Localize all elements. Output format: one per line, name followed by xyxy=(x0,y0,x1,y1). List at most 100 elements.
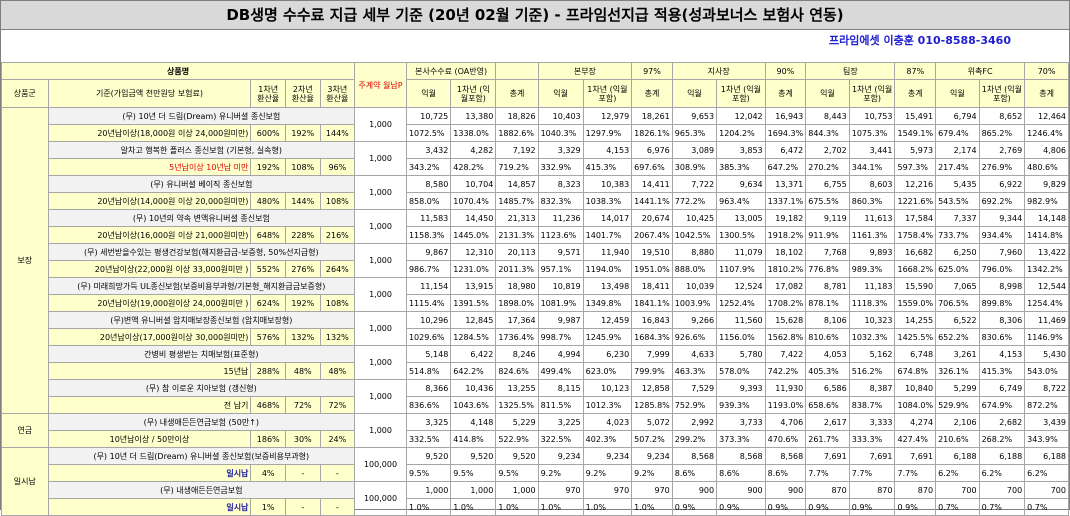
amount-cell: 9,234 xyxy=(537,447,584,465)
header-sub: 익월 xyxy=(805,79,850,108)
percent-cell: 1072.5% xyxy=(405,124,452,142)
percent-cell: 428.2% xyxy=(450,158,497,176)
percent-cell: 8.6% xyxy=(764,464,807,482)
amount-cell: 6,586 xyxy=(805,379,850,397)
percent-cell: 8.6% xyxy=(671,464,718,482)
percent-cell: 1337.1% xyxy=(764,192,807,210)
header-company-pct: 87% xyxy=(894,62,937,80)
product-name: (무) 세번받을수있는 평생건강보험(해지환급금-보증형, 50%선지급형) xyxy=(47,243,356,261)
table-row: (무) 10년의 약속 변액유니버셜 종신보험 1,000 11,583 14,450… xyxy=(2,209,1069,244)
amount-cell: 9,393 xyxy=(716,379,766,397)
header-product: 상품명 xyxy=(0,62,356,80)
table-row: 일시납 1% - -1.0% 1.0% 1.0% 1.0% 1.0% 1.0% 0.9% 0.9% 0… xyxy=(2,498,1069,516)
percent-cell: 7.7% xyxy=(848,464,896,482)
percent-cell: 888.0% xyxy=(671,260,718,278)
percent-cell: 752.9% xyxy=(671,396,718,414)
conversion-rate: 30% xyxy=(284,430,321,448)
percent-cell: 911.9% xyxy=(805,226,850,244)
conversion-rate: 132% xyxy=(284,328,321,346)
amount-cell: 11,154 xyxy=(405,277,452,295)
commission-table: 상품명 주계약 월납P 본사수수료 (OA반영) 본부장 97% 지사장 90% 팀장 87% 위… xyxy=(0,62,1069,516)
conversion-rate: 72% xyxy=(284,396,321,414)
amount-cell: 9,829 xyxy=(1024,175,1069,193)
percent-cell: 6.2% xyxy=(1024,464,1069,482)
percent-cell: 1003.9% xyxy=(671,294,718,312)
percent-cell: 0.7% xyxy=(935,498,980,516)
amount-cell: 11,469 xyxy=(1024,311,1069,329)
percent-cell: 742.2% xyxy=(764,362,807,380)
amount-cell: 870 xyxy=(805,481,850,499)
amount-cell: 8,652 xyxy=(978,107,1026,125)
amount-cell: 1,000 xyxy=(405,481,452,499)
amount-cell: 11,183 xyxy=(848,277,896,295)
group-label: 연금 xyxy=(1,413,49,448)
percent-cell: 1115.4% xyxy=(405,294,452,312)
amount-cell: 9,234 xyxy=(582,447,633,465)
percent-cell: 965.3% xyxy=(671,124,718,142)
percent-cell: 1810.2% xyxy=(764,260,807,278)
amount-cell: 6,522 xyxy=(935,311,980,329)
amount-cell: 20,113 xyxy=(495,243,539,261)
group-label: 보장 xyxy=(1,107,49,414)
amount-cell: 7,691 xyxy=(894,447,937,465)
percent-cell: 529.9% xyxy=(935,396,980,414)
main-premium: 1,000 xyxy=(354,209,407,244)
percent-cell: 332.9% xyxy=(537,158,584,176)
amount-cell: 8,568 xyxy=(716,447,766,465)
amount-cell: 3,329 xyxy=(537,141,584,159)
percent-cell: 1161.3% xyxy=(848,226,896,244)
amount-cell: 1,000 xyxy=(450,481,497,499)
percent-cell: 679.4% xyxy=(935,124,980,142)
header-company-name: 본사수수료 (OA반영) xyxy=(405,62,497,80)
percent-cell: 1107.9% xyxy=(716,260,766,278)
percent-cell: 772.2% xyxy=(671,192,718,210)
conversion-rate: 228% xyxy=(284,226,321,244)
conversion-rate: 186% xyxy=(250,430,286,448)
amount-cell: 13,255 xyxy=(495,379,539,397)
amount-cell: 970 xyxy=(631,481,673,499)
table-row: 20년납이상(19,000원이상 24,000원미만 ) 624% 192% 108%… xyxy=(2,294,1069,312)
payment-basis: 20년납이상(14,000원 이상 20,000원미만) xyxy=(47,192,252,210)
amount-cell: 11,930 xyxy=(764,379,807,397)
main-premium: 1,000 xyxy=(354,107,407,142)
conversion-rate: 276% xyxy=(284,260,321,278)
amount-cell: 5,435 xyxy=(935,175,980,193)
amount-cell: 7,192 xyxy=(495,141,539,159)
percent-cell: 1194.0% xyxy=(582,260,633,278)
amount-cell: 14,255 xyxy=(894,311,937,329)
header-year3: 3차년 환산율 xyxy=(319,79,356,108)
percent-cell: 1221.6% xyxy=(894,192,937,210)
amount-cell: 2,769 xyxy=(978,141,1026,159)
amount-cell: 5,229 xyxy=(495,413,539,431)
amount-cell: 14,411 xyxy=(631,175,673,193)
percent-cell: 1.0% xyxy=(582,498,633,516)
amount-cell: 10,323 xyxy=(848,311,896,329)
header-sub: 익월 xyxy=(537,79,584,108)
amount-cell: 14,450 xyxy=(450,209,497,227)
percent-cell: 405.3% xyxy=(805,362,850,380)
percent-cell: 9.5% xyxy=(495,464,539,482)
product-name: (무) 10년 더 드림(Dream) 유니버셜 종신보험 xyxy=(47,107,356,125)
amount-cell: 7,691 xyxy=(848,447,896,465)
amount-cell: 5,430 xyxy=(1024,345,1069,363)
percent-cell: 642.2% xyxy=(450,362,497,380)
amount-cell: 15,491 xyxy=(894,107,937,125)
conversion-rate: 480% xyxy=(250,192,286,210)
main-premium: 1,000 xyxy=(354,311,407,346)
amount-cell: 1,000 xyxy=(495,481,539,499)
percent-cell: 2011.3% xyxy=(495,260,539,278)
amount-cell: 15,628 xyxy=(764,311,807,329)
percent-cell: 1204.2% xyxy=(716,124,766,142)
percent-cell: 1918.2% xyxy=(764,226,807,244)
amount-cell: 10,704 xyxy=(450,175,497,193)
percent-cell: 989.3% xyxy=(848,260,896,278)
conversion-rate: 108% xyxy=(319,192,356,210)
amount-cell: 9,987 xyxy=(537,311,584,329)
percent-cell: 1758.4% xyxy=(894,226,937,244)
percent-cell: 1338.0% xyxy=(450,124,497,142)
table-row: 20년납이상(17,000원이상 30,000원미만) 576% 132% 132% 1… xyxy=(2,328,1069,346)
conversion-rate: 192% xyxy=(284,294,321,312)
percent-cell: 415.3% xyxy=(978,362,1026,380)
amount-cell: 10,403 xyxy=(537,107,584,125)
